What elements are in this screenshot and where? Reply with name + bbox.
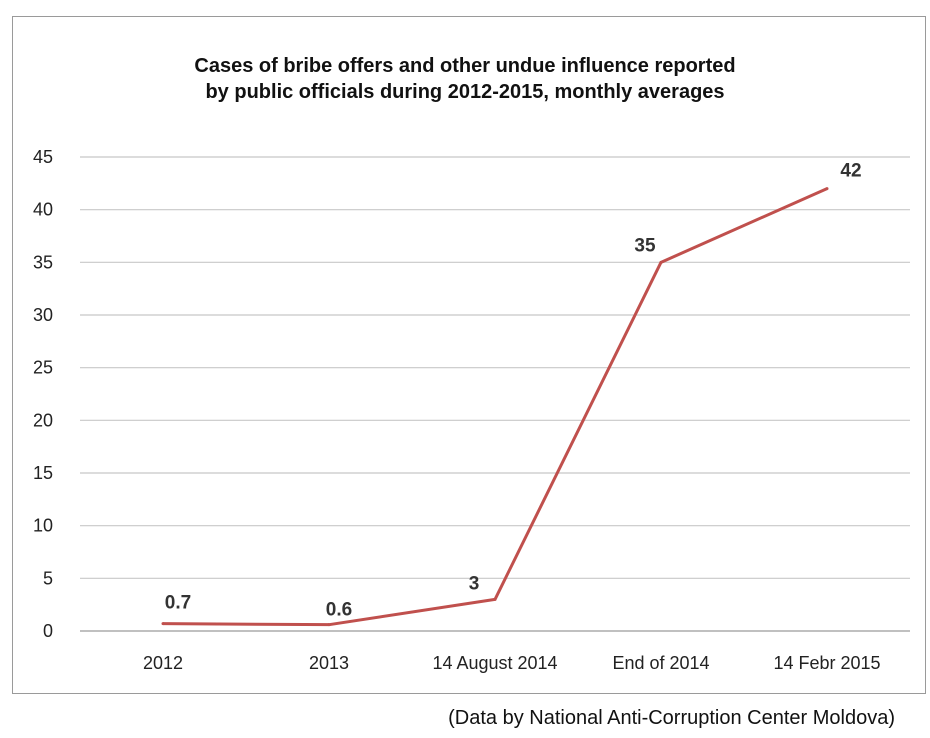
data-label: 0.7: [165, 593, 191, 614]
y-tick-label: 20: [33, 410, 53, 430]
x-tick-label: 14 August 2014: [432, 653, 557, 673]
y-tick-label: 30: [33, 305, 53, 325]
data-label: 3: [469, 573, 480, 594]
data-label: 35: [634, 235, 656, 256]
data-point: [327, 623, 331, 627]
data-label: 0.6: [326, 600, 352, 621]
y-tick-label: 40: [33, 200, 53, 220]
y-tick-label: 15: [33, 463, 53, 483]
data-point: [493, 597, 497, 601]
y-tick-label: 45: [33, 147, 53, 167]
x-tick-label: 2013: [309, 653, 349, 673]
chart-frame: [12, 16, 926, 694]
data-point: [659, 260, 663, 264]
chart-title: Cases of bribe offers and other undue in…: [194, 55, 736, 77]
data-label: 42: [840, 161, 861, 182]
y-tick-label: 5: [43, 568, 53, 588]
y-tick-label: 35: [33, 252, 53, 272]
x-tick-label: 2012: [143, 653, 183, 673]
y-tick-label: 10: [33, 516, 53, 536]
data-point: [161, 622, 165, 626]
x-tick-label: 14 Febr 2015: [773, 653, 880, 673]
y-tick-label: 0: [43, 621, 53, 641]
chart-subtitle: by public officials during 2012-2015, mo…: [205, 81, 725, 103]
y-tick-label: 25: [33, 358, 53, 378]
data-source-note: (Data by National Anti-Corruption Center…: [448, 707, 895, 729]
x-tick-label: End of 2014: [612, 653, 709, 673]
series-line: [162, 187, 828, 627]
data-point: [825, 187, 829, 191]
